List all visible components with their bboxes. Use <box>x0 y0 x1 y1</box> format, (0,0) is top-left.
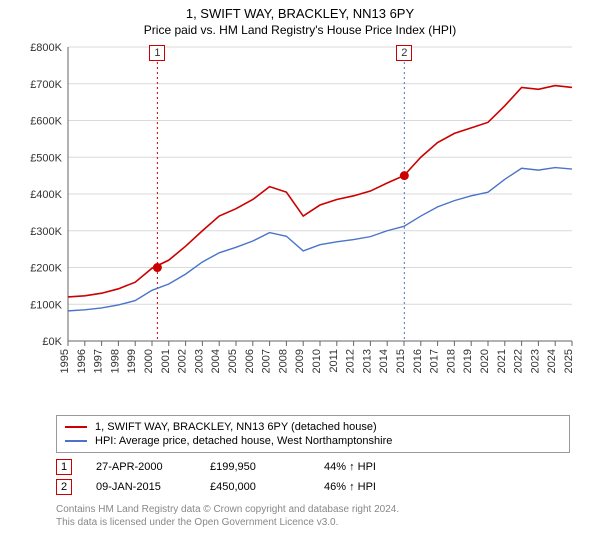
svg-text:£700K: £700K <box>30 79 62 91</box>
svg-text:2008: 2008 <box>277 349 289 373</box>
sale-marker-2: 2 <box>396 45 412 61</box>
svg-text:2013: 2013 <box>361 349 373 373</box>
svg-text:£500K: £500K <box>30 152 62 164</box>
svg-text:£800K: £800K <box>30 42 62 54</box>
footer-line-1: Contains HM Land Registry data © Crown c… <box>56 503 570 516</box>
sale-date: 27-APR-2000 <box>96 461 186 473</box>
svg-text:2001: 2001 <box>160 349 172 373</box>
svg-text:2003: 2003 <box>193 349 205 373</box>
svg-text:2023: 2023 <box>529 349 541 373</box>
chart-title: 1, SWIFT WAY, BRACKLEY, NN13 6PY <box>0 0 600 21</box>
line-chart: £0K £100K £200K £300K £400K £500K £600K £700K £8… <box>20 41 580 411</box>
chart-subtitle: Price paid vs. HM Land Registry's House … <box>0 21 600 41</box>
svg-text:2006: 2006 <box>244 349 256 373</box>
legend: 1, SWIFT WAY, BRACKLEY, NN13 6PY (detach… <box>56 415 570 453</box>
svg-text:£600K: £600K <box>30 116 62 128</box>
svg-text:2020: 2020 <box>479 349 491 373</box>
svg-text:2022: 2022 <box>513 349 525 373</box>
svg-text:£200K: £200K <box>30 263 62 275</box>
svg-text:£0K: £0K <box>42 336 62 348</box>
legend-label: 1, SWIFT WAY, BRACKLEY, NN13 6PY (detach… <box>95 421 377 433</box>
sale-row-1: 1 27-APR-2000 £199,950 44% ↑ HPI <box>56 457 570 477</box>
svg-text:2009: 2009 <box>294 349 306 373</box>
svg-text:2011: 2011 <box>328 349 340 373</box>
legend-label: HPI: Average price, detached house, West… <box>95 435 392 447</box>
svg-text:1996: 1996 <box>76 349 88 373</box>
sale-diff: 46% ↑ HPI <box>324 481 414 493</box>
chart-container: 1, SWIFT WAY, BRACKLEY, NN13 6PY Price p… <box>0 0 600 560</box>
sale-row-2: 2 09-JAN-2015 £450,000 46% ↑ HPI <box>56 477 570 497</box>
legend-item-0: 1, SWIFT WAY, BRACKLEY, NN13 6PY (detach… <box>65 420 561 434</box>
svg-text:2004: 2004 <box>210 349 222 373</box>
footer-line-2: This data is licensed under the Open Gov… <box>56 516 570 529</box>
svg-text:2000: 2000 <box>143 349 155 373</box>
svg-text:2024: 2024 <box>546 349 558 373</box>
svg-text:2002: 2002 <box>177 349 189 373</box>
chart-area: £0K £100K £200K £300K £400K £500K £600K £700K £8… <box>20 41 580 411</box>
svg-text:2014: 2014 <box>378 349 390 373</box>
svg-text:2016: 2016 <box>412 349 424 373</box>
sale-price: £450,000 <box>210 481 300 493</box>
svg-text:£400K: £400K <box>30 189 62 201</box>
svg-text:2015: 2015 <box>395 349 407 373</box>
legend-swatch <box>65 440 87 442</box>
svg-text:1995: 1995 <box>59 349 71 373</box>
sale-diff: 44% ↑ HPI <box>324 461 414 473</box>
svg-text:1998: 1998 <box>109 349 121 373</box>
svg-text:2021: 2021 <box>496 349 508 373</box>
footer-attribution: Contains HM Land Registry data © Crown c… <box>56 503 570 529</box>
sale-marker-box: 1 <box>56 459 72 475</box>
svg-text:£100K: £100K <box>30 299 62 311</box>
sales-table: 1 27-APR-2000 £199,950 44% ↑ HPI 2 09-JAN-201… <box>56 457 570 497</box>
svg-text:2007: 2007 <box>261 349 273 373</box>
svg-text:1997: 1997 <box>93 349 105 373</box>
sale-date: 09-JAN-2015 <box>96 481 186 493</box>
svg-text:2019: 2019 <box>462 349 474 373</box>
svg-text:2025: 2025 <box>563 349 575 373</box>
sale-price: £199,950 <box>210 461 300 473</box>
svg-text:2017: 2017 <box>429 349 441 373</box>
svg-text:2010: 2010 <box>311 349 323 373</box>
sale-marker-1: 1 <box>149 45 165 61</box>
legend-swatch <box>65 426 87 428</box>
svg-text:1999: 1999 <box>126 349 138 373</box>
legend-item-1: HPI: Average price, detached house, West… <box>65 434 561 448</box>
svg-text:2012: 2012 <box>345 349 357 373</box>
svg-text:2005: 2005 <box>227 349 239 373</box>
svg-text:£300K: £300K <box>30 226 62 238</box>
svg-text:2018: 2018 <box>445 349 457 373</box>
sale-marker-box: 2 <box>56 479 72 495</box>
